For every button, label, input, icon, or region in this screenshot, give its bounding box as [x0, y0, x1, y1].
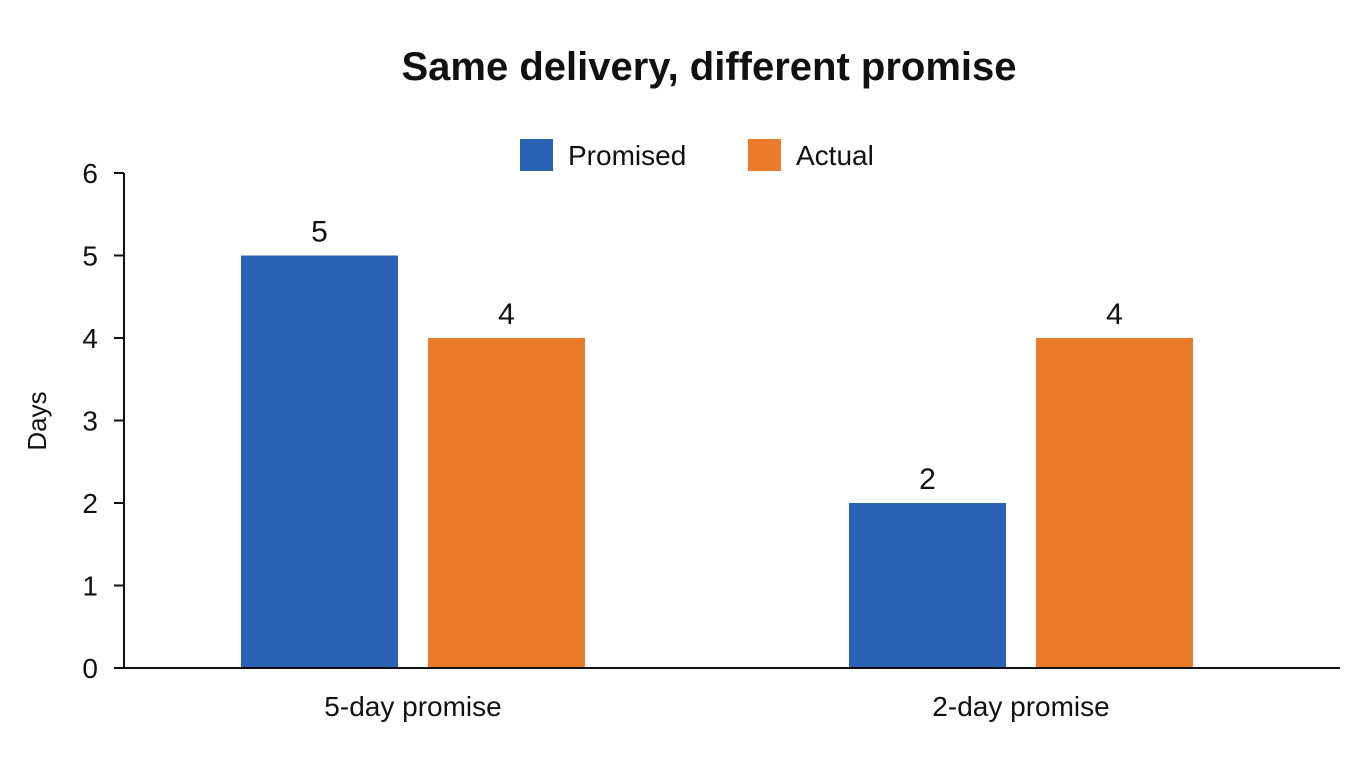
chart-title: Same delivery, different promise: [401, 45, 1016, 89]
y-axis-title: Days: [22, 391, 52, 450]
x-tick-label: 2-day promise: [932, 691, 1109, 722]
legend-label-actual: Actual: [796, 140, 874, 171]
y-tick-label: 2: [82, 488, 98, 519]
data-label-promised-2: 2: [919, 463, 936, 496]
data-label-actual-2: 4: [1106, 298, 1123, 331]
y-tick-label: 3: [82, 406, 98, 437]
y-tick-label: 4: [82, 323, 98, 354]
bar-actual-2: [1036, 338, 1193, 668]
data-label-actual-1: 4: [498, 298, 515, 331]
bars-group: [241, 255, 1193, 668]
bar-actual-1: [428, 338, 585, 668]
x-axis-ticks: 5-day promise 2-day promise: [324, 691, 1109, 722]
y-tick-label: 5: [82, 241, 98, 272]
bar-promised-2: [849, 503, 1006, 668]
legend: Promised Actual: [520, 139, 874, 171]
data-labels-group: 5 4 2 4: [311, 216, 1123, 497]
y-tick-label: 6: [82, 158, 98, 189]
legend-swatch-actual: [748, 139, 781, 171]
legend-label-promised: Promised: [568, 140, 686, 171]
y-axis-ticks: 0 1 2 3 4 5 6: [82, 158, 124, 684]
legend-swatch-promised: [520, 139, 553, 171]
x-tick-label: 5-day promise: [324, 691, 501, 722]
y-tick-label: 0: [82, 653, 98, 684]
y-tick-label: 1: [82, 571, 98, 602]
data-label-promised-1: 5: [311, 216, 328, 249]
bar-promised-1: [241, 255, 398, 668]
